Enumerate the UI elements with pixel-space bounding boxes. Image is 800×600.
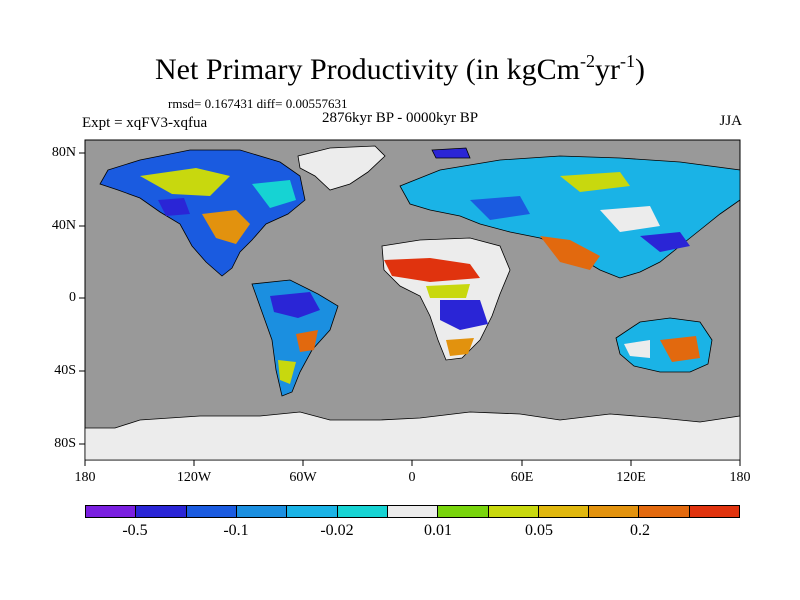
colorbar-swatch [86, 506, 137, 517]
colorbar-label: -0.5 [122, 522, 148, 539]
xlabel-60w: 60W [289, 470, 317, 485]
xlabel-0: 0 [408, 470, 416, 485]
na-region-orange [202, 210, 250, 244]
colorbar-swatch [438, 506, 489, 517]
stats-text: rmsd= 0.167431 diff= 0.00557631 [168, 96, 348, 111]
eurasia-region-purple [640, 232, 690, 252]
title-sup-2: -1 [619, 51, 635, 71]
colorbar-swatch [387, 506, 439, 517]
colorbar-swatch [538, 506, 590, 517]
na-region-green [140, 168, 230, 196]
title-end: ) [634, 53, 645, 86]
africa-region-blue [440, 300, 488, 330]
xlabel-60e: 60E [510, 470, 534, 485]
eurasia-region-blue [470, 196, 530, 220]
title-sup-1: -2 [579, 51, 595, 71]
colorbar-label: -0.02 [320, 522, 354, 539]
eurasia-region-green [560, 172, 630, 192]
xlabel-180e: 180 [729, 470, 751, 485]
colorbar-swatch [639, 506, 690, 517]
colorbar-swatch [488, 506, 539, 517]
eurasia-region-orange [540, 236, 600, 270]
ylabel-80n: 80N [51, 145, 76, 160]
colorbar-label: 0.01 [424, 522, 452, 539]
season-label: JJA [719, 113, 742, 129]
sa-region-orange [296, 330, 318, 352]
sa-region-green [278, 360, 296, 384]
colorbar-swatch [136, 506, 187, 517]
ylabel-80s: 80S [54, 436, 76, 451]
na-region-purple [158, 198, 190, 216]
ylabel-0: 0 [69, 290, 76, 305]
africa-region-red [384, 258, 480, 282]
colorbar-swatch [689, 506, 740, 517]
colorbar-label: 0.05 [525, 522, 553, 539]
colorbar-swatch [337, 506, 388, 517]
colorbar-swatch [589, 506, 640, 517]
colorbar-swatch [236, 506, 288, 517]
africa-region-green [426, 284, 470, 298]
chart-title: Net Primary Productivity (in kgCm-2yr-1) [0, 52, 800, 88]
title-main: Net Primary Productivity (in kgCm [155, 53, 580, 86]
arctic-island [431, 147, 471, 159]
ylabel-40n: 40N [51, 218, 76, 233]
australia-region-white [624, 340, 650, 358]
period-label: 2876kyr BP - 0000kyr BP [322, 110, 479, 126]
colorbar-swatch [186, 506, 237, 517]
africa-region-orange [446, 338, 474, 356]
antarctica [84, 411, 741, 461]
xlabel-120e: 120E [616, 470, 646, 485]
colorbar-label: -0.1 [223, 522, 249, 539]
greenland [297, 145, 386, 191]
colorbar-label: 0.2 [630, 522, 650, 539]
axis-ticks [79, 152, 741, 466]
experiment-label: Expt = xqFV3-xqfua [82, 115, 208, 131]
australia-region-orange [660, 336, 700, 362]
colorbar [85, 505, 740, 518]
xlabel-180w: 180 [74, 470, 96, 485]
na-region-cyan [252, 180, 296, 208]
eurasia-region-white [600, 206, 660, 232]
colorbar-swatch [287, 506, 338, 517]
ylabel-40s: 40S [54, 363, 76, 378]
sa-region-blue [270, 292, 320, 318]
title-mid: yr [594, 53, 620, 86]
xlabel-120w: 120W [176, 470, 212, 485]
